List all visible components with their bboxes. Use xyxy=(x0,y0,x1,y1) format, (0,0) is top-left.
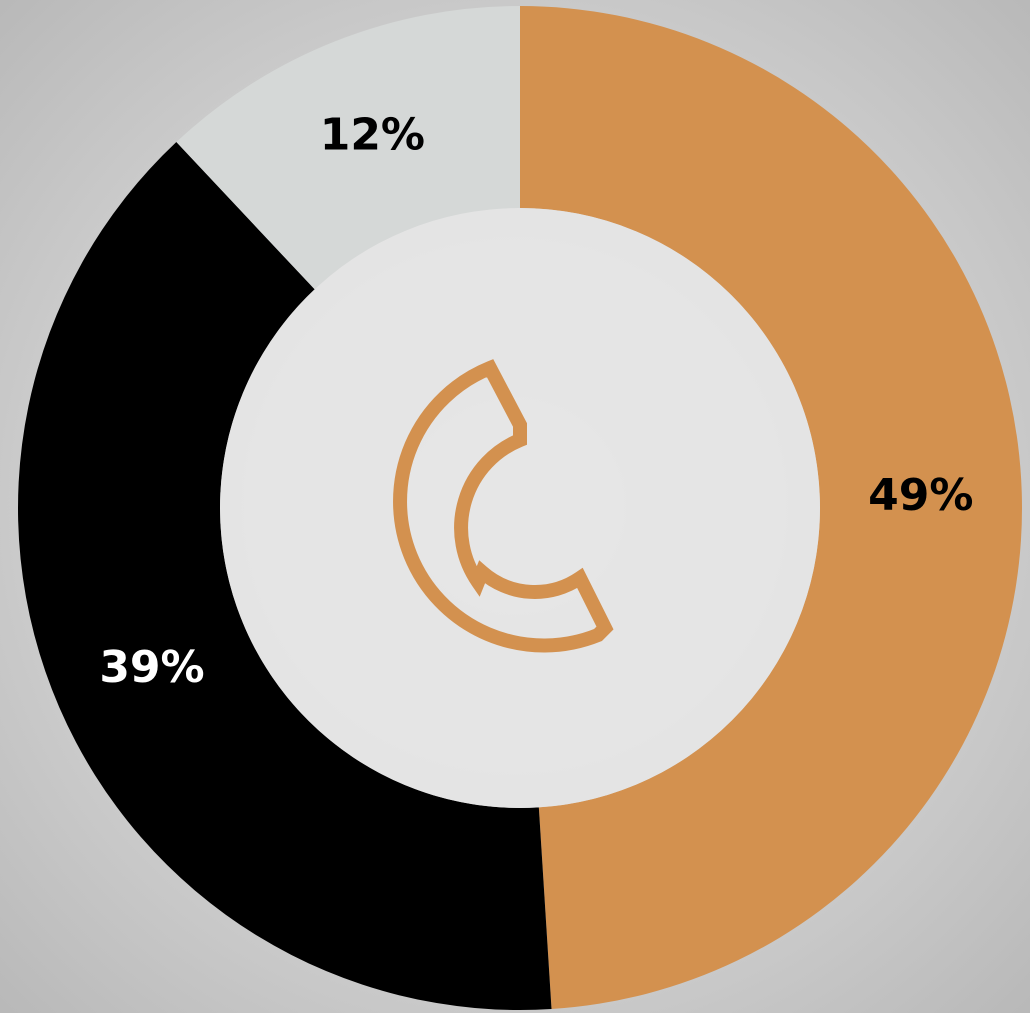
logo xyxy=(393,359,614,653)
value-label: 49% xyxy=(868,470,973,521)
slice xyxy=(17,142,552,1011)
value-label: 12% xyxy=(320,110,425,161)
slice xyxy=(176,6,520,290)
slice xyxy=(520,6,1023,1010)
donut-hole xyxy=(220,208,820,808)
labels: 49% 39% 12% xyxy=(99,110,973,693)
slices xyxy=(17,6,1023,1011)
value-label: 39% xyxy=(99,642,204,693)
